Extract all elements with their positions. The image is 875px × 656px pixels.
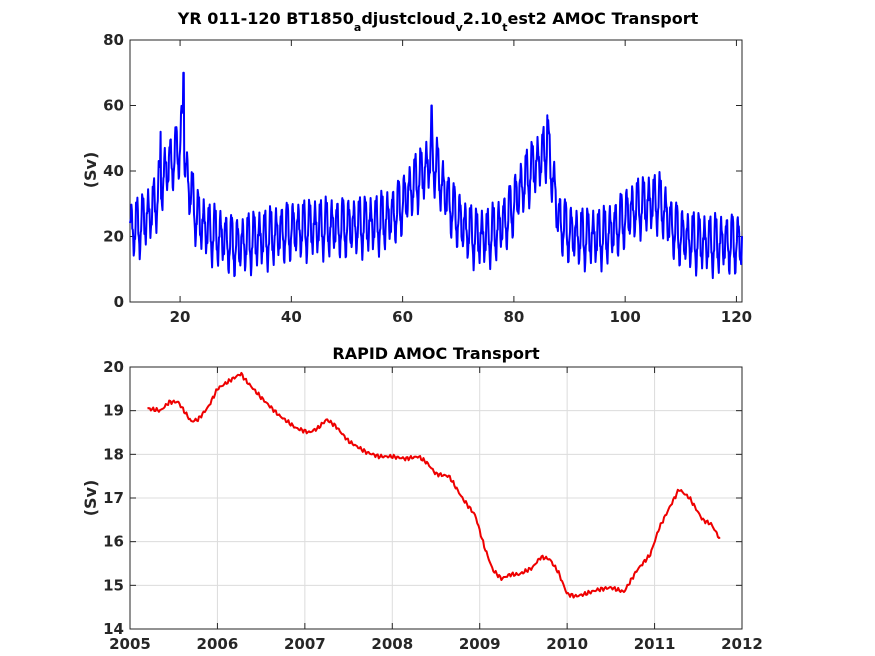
model-y-tick-label: 20 xyxy=(103,228,124,246)
model-plot-frame xyxy=(129,39,743,303)
model-x-tick-label: 100 xyxy=(610,308,641,326)
model-series-line xyxy=(129,71,743,280)
rapid-x-tick-label: 2007 xyxy=(284,635,326,653)
rapid-x-tick-label: 2009 xyxy=(459,635,501,653)
rapid-y-tick-label: 18 xyxy=(103,445,124,463)
rapid-plot-frame xyxy=(129,366,743,630)
model-amoc-chart: YR 011-120 BT1850adjustcloudv2.10test2 A… xyxy=(81,9,752,326)
rapid-x-tick-label: 2012 xyxy=(721,635,763,653)
model-y-tick-label: 0 xyxy=(114,293,124,311)
rapid-x-tick-label: 2006 xyxy=(197,635,239,653)
model-x-tick-label: 80 xyxy=(503,308,524,326)
model-y-axis-label: (Sv) xyxy=(81,152,100,189)
rapid-y-tick-label: 15 xyxy=(103,576,124,594)
rapid-y-tick-label: 14 xyxy=(103,620,124,638)
rapid-amoc-chart: RAPID AMOC Transport (Sv) 2005 2006 2007 20… xyxy=(81,344,763,653)
model-y-tick-label: 60 xyxy=(103,97,124,115)
rapid-y-tick-label: 20 xyxy=(103,358,124,376)
model-x-tick-label: 120 xyxy=(721,308,752,326)
rapid-x-tick-label: 2010 xyxy=(546,635,588,653)
model-chart-title: YR 011-120 BT1850adjustcloudv2.10test2 A… xyxy=(177,9,699,34)
rapid-x-tick-label: 2005 xyxy=(109,635,151,653)
rapid-series-line xyxy=(147,371,721,599)
model-x-tick-label: 60 xyxy=(392,308,413,326)
model-y-tick-label: 40 xyxy=(103,162,124,180)
rapid-x-tick-label: 2008 xyxy=(371,635,413,653)
model-x-tick-label: 40 xyxy=(281,308,302,326)
rapid-chart-title: RAPID AMOC Transport xyxy=(332,344,540,363)
rapid-y-tick-label: 17 xyxy=(103,489,124,507)
model-x-tick-label: 20 xyxy=(170,308,191,326)
rapid-y-axis-label: (Sv) xyxy=(81,480,100,517)
rapid-y-tick-label: 16 xyxy=(103,533,124,551)
rapid-y-tick-label: 19 xyxy=(103,402,124,420)
model-y-tick-label: 80 xyxy=(103,31,124,49)
rapid-x-tick-label: 2011 xyxy=(634,635,676,653)
